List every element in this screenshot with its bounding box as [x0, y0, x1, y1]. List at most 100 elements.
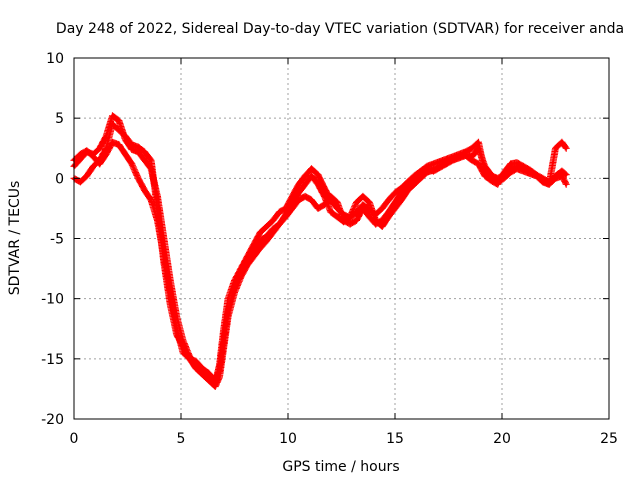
data-point: [310, 198, 314, 202]
data-point: [297, 182, 301, 186]
data-point: [541, 180, 545, 184]
data-point: [329, 194, 333, 198]
data-point: [564, 182, 568, 186]
data-point: [564, 146, 568, 150]
data-point: [380, 224, 384, 228]
data-point: [188, 357, 192, 361]
data-point: [387, 215, 391, 219]
data-point: [367, 215, 371, 219]
data-point: [143, 158, 147, 162]
series-track-3: [70, 120, 570, 390]
grid-lines: [74, 58, 609, 419]
data-point: [239, 275, 243, 279]
data-point: [515, 167, 519, 171]
data-point: [218, 375, 222, 379]
data-point: [104, 146, 108, 150]
data-point: [162, 261, 166, 265]
data-point: [406, 188, 410, 192]
data-point: [149, 158, 153, 162]
data-point: [554, 146, 557, 150]
data-point: [290, 203, 294, 207]
data-point: [168, 303, 172, 307]
axis-ticks: 0 5 10 15 20 25 -20 -15 -10 -5 0 5 10: [41, 51, 618, 447]
data-point: [98, 158, 102, 162]
data-point: [419, 170, 423, 174]
x-tick-label: 15: [386, 431, 404, 447]
data-point: [310, 174, 314, 178]
data-point: [117, 119, 121, 123]
x-axis-label: GPS time / hours: [282, 459, 399, 475]
data-point: [123, 152, 127, 156]
y-tick-label: -20: [41, 412, 64, 428]
data-point: [310, 167, 314, 171]
data-point: [258, 246, 262, 250]
data-point: [387, 198, 391, 202]
data-point: [412, 176, 416, 180]
data-point: [393, 191, 397, 195]
data-point: [290, 194, 294, 198]
data-point: [476, 146, 480, 150]
data-series: [70, 112, 570, 390]
x-tick-label: 25: [600, 431, 618, 447]
data-point: [277, 222, 281, 226]
data-point: [130, 143, 134, 147]
data-point: [560, 169, 564, 173]
data-point: [564, 173, 568, 177]
data-point: [335, 215, 339, 219]
data-point: [554, 176, 557, 180]
data-point: [367, 200, 371, 204]
data-point: [476, 162, 480, 166]
data-point: [78, 152, 82, 156]
data-point: [354, 200, 358, 204]
y-tick-label: 5: [55, 111, 64, 127]
data-point: [123, 134, 127, 138]
data-point: [277, 210, 281, 214]
y-tick-label: 10: [46, 51, 64, 67]
data-point: [136, 176, 140, 180]
data-point: [303, 194, 307, 198]
y-axis-label: SDTVAR / TECUs: [7, 181, 23, 296]
data-point: [111, 140, 115, 144]
data-point: [85, 149, 89, 153]
data-point: [560, 140, 564, 144]
data-point: [361, 203, 365, 207]
data-point: [380, 206, 384, 210]
y-tick-label: -10: [41, 292, 64, 308]
data-point: [316, 206, 320, 210]
data-point: [509, 170, 513, 174]
data-point: [354, 218, 358, 222]
y-tick-label: 0: [55, 171, 64, 187]
data-point: [117, 143, 121, 147]
data-point: [117, 128, 121, 132]
data-point: [271, 230, 275, 234]
data-point: [136, 145, 140, 149]
data-point: [200, 366, 204, 370]
data-point: [111, 122, 115, 126]
data-point: [284, 212, 288, 216]
data-point: [175, 333, 179, 337]
data-point: [342, 220, 346, 224]
data-point: [85, 174, 89, 178]
x-tick-label: 5: [177, 431, 186, 447]
data-point: [470, 155, 474, 159]
data-point: [521, 169, 525, 173]
data-point: [547, 182, 551, 186]
data-point: [329, 210, 333, 214]
data-point: [222, 345, 226, 349]
data-point: [252, 255, 256, 259]
data-point: [207, 378, 211, 382]
data-point: [432, 162, 436, 166]
data-point: [316, 182, 320, 186]
data-point: [509, 162, 513, 166]
data-point: [258, 230, 262, 234]
data-point: [143, 150, 147, 154]
data-point: [502, 176, 506, 180]
data-point: [470, 146, 474, 150]
data-point: [111, 114, 115, 118]
data-point: [425, 170, 429, 174]
data-point: [521, 164, 525, 168]
data-point: [444, 161, 448, 165]
data-point: [483, 164, 487, 168]
data-point: [181, 345, 185, 349]
